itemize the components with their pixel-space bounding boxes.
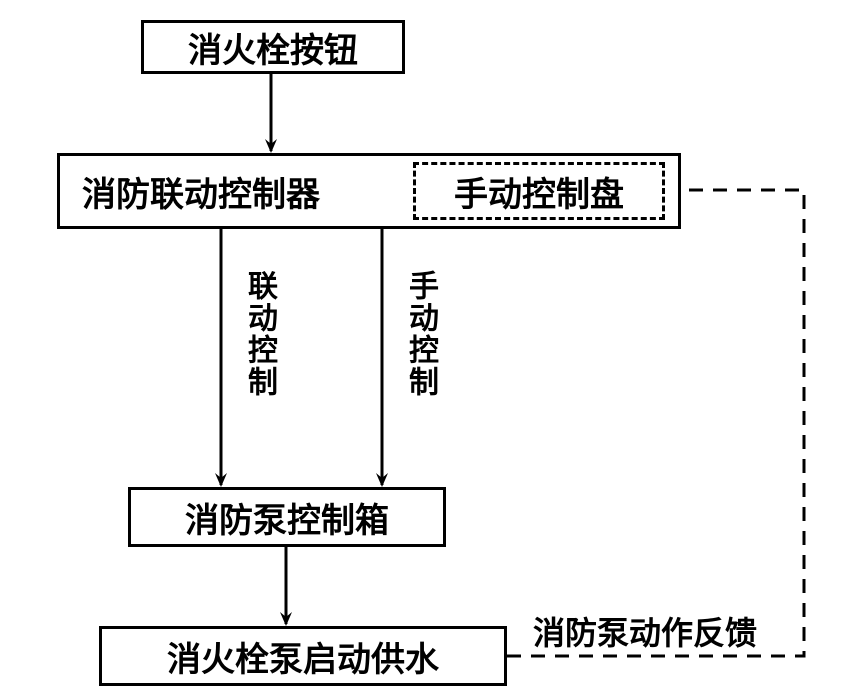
node-hydrant-pump-start: 消火栓泵启动供水	[99, 626, 507, 686]
node-label: 消火栓按钮	[188, 23, 358, 72]
edge-e5	[507, 190, 804, 656]
flowchart-diagram: 消火栓按钮 消防联动控制器 手动控制盘 消防泵控制箱 消火栓泵启动供水 联动控制…	[0, 0, 857, 699]
edge-label-e2: 联动控制	[237, 270, 281, 398]
node-hydrant-button: 消火栓按钮	[141, 20, 405, 74]
edge-label-e5: 消防泵动作反馈	[533, 608, 757, 654]
node-label: 手动控制盘	[454, 167, 624, 216]
edge-label-e3: 手动控制	[398, 270, 442, 398]
node-label: 消防联动控制器	[82, 167, 320, 216]
node-manual-panel: 手动控制盘	[413, 162, 665, 220]
node-label: 消火栓泵启动供水	[167, 632, 439, 681]
node-pump-control-box: 消防泵控制箱	[128, 487, 446, 547]
node-label: 消防泵控制箱	[185, 493, 389, 542]
